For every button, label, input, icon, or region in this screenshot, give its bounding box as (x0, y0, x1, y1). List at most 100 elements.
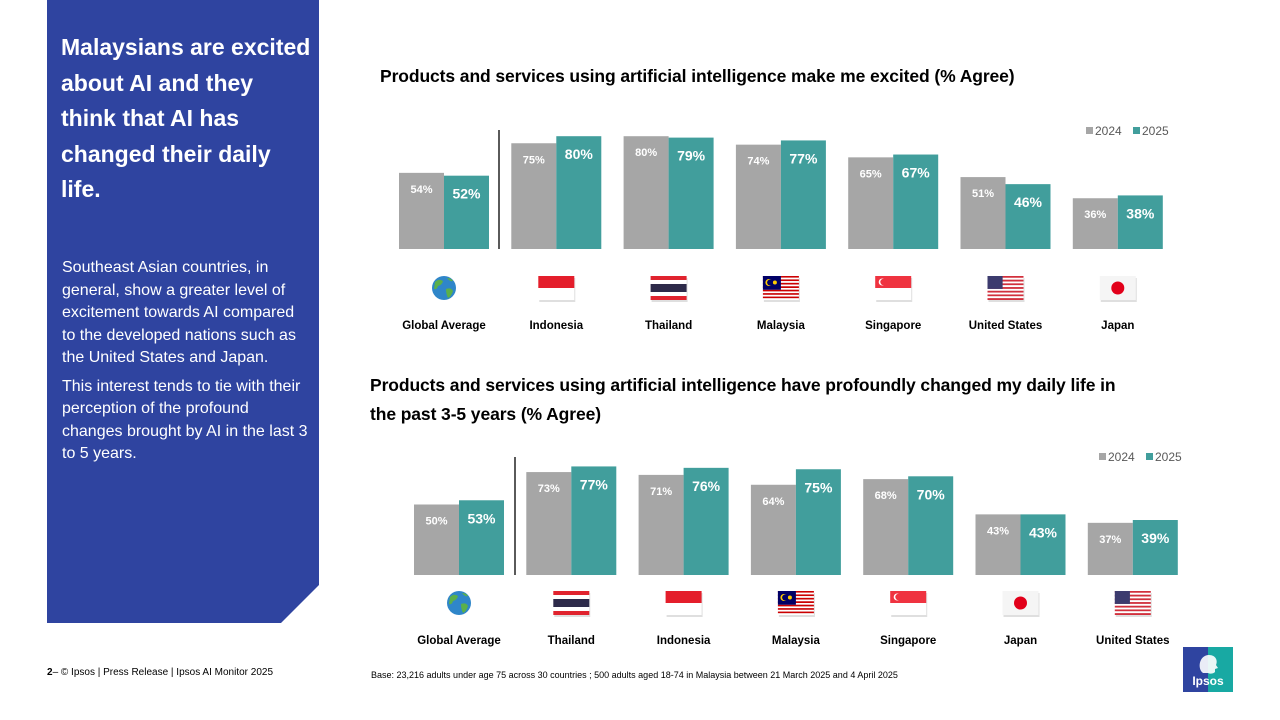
credit-text: – © Ipsos | Press Release | Ipsos AI Mon… (52, 667, 274, 678)
flag-malaysia-icon (762, 276, 800, 302)
category-label: Thailand (645, 320, 692, 332)
bar-2024-thailand (526, 472, 572, 575)
panel-headline: Malaysians are excited about AI and they… (61, 34, 311, 202)
legend-swatch-2025 (1133, 127, 1140, 134)
bar-2024-malaysia (750, 484, 796, 575)
bar-2025-japan (1117, 195, 1163, 249)
bar-2025-thailand (571, 466, 617, 575)
data-label-2024: 43% (987, 525, 1009, 537)
data-label-2025: 77% (789, 150, 818, 166)
data-label-2025: 46% (1014, 194, 1043, 210)
panel-paragraph: This interest tends to tie with their pe… (62, 377, 308, 463)
bar-2025-singapore (893, 154, 939, 249)
ipsos-logo: Ipsos (1183, 647, 1233, 692)
footer-credit: 2– © Ipsos | Press Release | Ipsos AI Mo… (47, 667, 273, 678)
category-label: Global Average (417, 635, 501, 647)
data-label-2024: 74% (747, 156, 769, 168)
chart-1-title: Products and services using artificial i… (380, 66, 1015, 86)
bar-2025-malaysia (780, 140, 826, 249)
bar-2025-malaysia (795, 469, 841, 575)
flag-thailand-icon (650, 276, 688, 302)
flag-malaysia-icon (777, 591, 815, 617)
data-label-2025: 70% (917, 486, 946, 502)
bar-2025-global-average (444, 175, 489, 249)
data-label-2024: 36% (1084, 209, 1106, 221)
flag-indonesia-icon (665, 591, 703, 617)
legend-swatch-2024 (1099, 453, 1106, 460)
flag-japan-icon (1002, 591, 1040, 617)
globe-icon (447, 591, 471, 615)
data-label-2024: 50% (425, 516, 447, 528)
data-label-2025: 67% (902, 165, 931, 181)
flag-indonesia-icon (538, 276, 576, 302)
flag-singapore-icon (890, 591, 928, 617)
data-label-2025: 43% (1029, 524, 1058, 540)
category-label: United States (969, 320, 1043, 332)
bar-2024-singapore (848, 157, 894, 249)
bar-2025-japan (1020, 514, 1066, 575)
flag-japan-icon (1099, 276, 1137, 302)
bar-2024-indonesia (638, 474, 684, 575)
page-number: 2 (47, 667, 53, 678)
bar-2025-singapore (908, 476, 954, 575)
bar-2024-japan (1072, 198, 1118, 249)
data-label-2024: 80% (635, 147, 657, 159)
bar-2025-indonesia (683, 467, 729, 575)
category-label: United States (1096, 635, 1170, 647)
bar-2024-singapore (863, 479, 909, 575)
data-label-2025: 75% (804, 479, 833, 495)
panel-paragraph: Southeast Asian countries, in general, s… (62, 259, 296, 366)
legend-label-2024: 2024 (1095, 124, 1122, 138)
data-label-2025: 77% (580, 476, 609, 492)
data-label-2024: 75% (523, 154, 545, 166)
data-label-2025: 39% (1141, 530, 1170, 546)
logo-text: Ipsos (1192, 674, 1224, 688)
data-label-2024: 51% (972, 188, 994, 200)
bar-2024-japan (975, 514, 1021, 575)
bar-2024-united-states (1087, 522, 1133, 575)
data-label-2025: 38% (1126, 205, 1155, 221)
legend-label-2024: 2024 (1108, 450, 1135, 464)
category-label: Global Average (402, 320, 486, 332)
category-label: Japan (1101, 320, 1134, 332)
data-label-2024: 64% (762, 496, 784, 508)
bar-2025-indonesia (556, 136, 602, 249)
legend-swatch-2024 (1086, 127, 1093, 134)
bar-2024-global-average (399, 172, 444, 249)
flag-thailand-icon (553, 591, 591, 617)
legend-label-2025: 2025 (1142, 124, 1169, 138)
data-label-2024: 54% (410, 184, 432, 196)
data-label-2025: 53% (467, 510, 496, 526)
bar-2025-united-states (1132, 520, 1178, 575)
category-label: Indonesia (657, 635, 711, 647)
bar-2025-thailand (668, 137, 714, 249)
category-label: Malaysia (772, 635, 821, 647)
bar-2024-indonesia (511, 143, 557, 249)
data-label-2024: 65% (860, 168, 882, 180)
bar-2024-united-states (960, 177, 1006, 249)
category-label: Malaysia (757, 320, 806, 332)
data-label-2024: 68% (875, 490, 897, 502)
category-label: Japan (1004, 635, 1037, 647)
chart-2-title: Products and services using artificial i… (370, 375, 1116, 424)
data-label-2025: 80% (565, 146, 594, 162)
bar-2025-united-states (1005, 184, 1051, 249)
summary-panel: Malaysians are excited about AI and they… (47, 0, 319, 623)
data-label-2025: 79% (677, 148, 706, 164)
legend-swatch-2025 (1146, 453, 1153, 460)
data-label-2024: 71% (650, 486, 672, 498)
category-label: Singapore (865, 320, 921, 332)
flag-united-states-icon (1114, 591, 1152, 617)
data-label-2025: 52% (452, 186, 481, 202)
legend-label-2025: 2025 (1155, 450, 1182, 464)
category-label: Thailand (548, 635, 595, 647)
panel-body: Southeast Asian countries, in general, s… (62, 257, 310, 472)
bar-2024-malaysia (735, 144, 781, 249)
globe-icon (432, 276, 456, 300)
bar-2024-thailand (623, 136, 669, 249)
data-label-2024: 73% (538, 483, 560, 495)
bar-2024-global-average (414, 504, 459, 575)
category-label: Singapore (880, 635, 936, 647)
data-label-2025: 76% (692, 478, 721, 494)
